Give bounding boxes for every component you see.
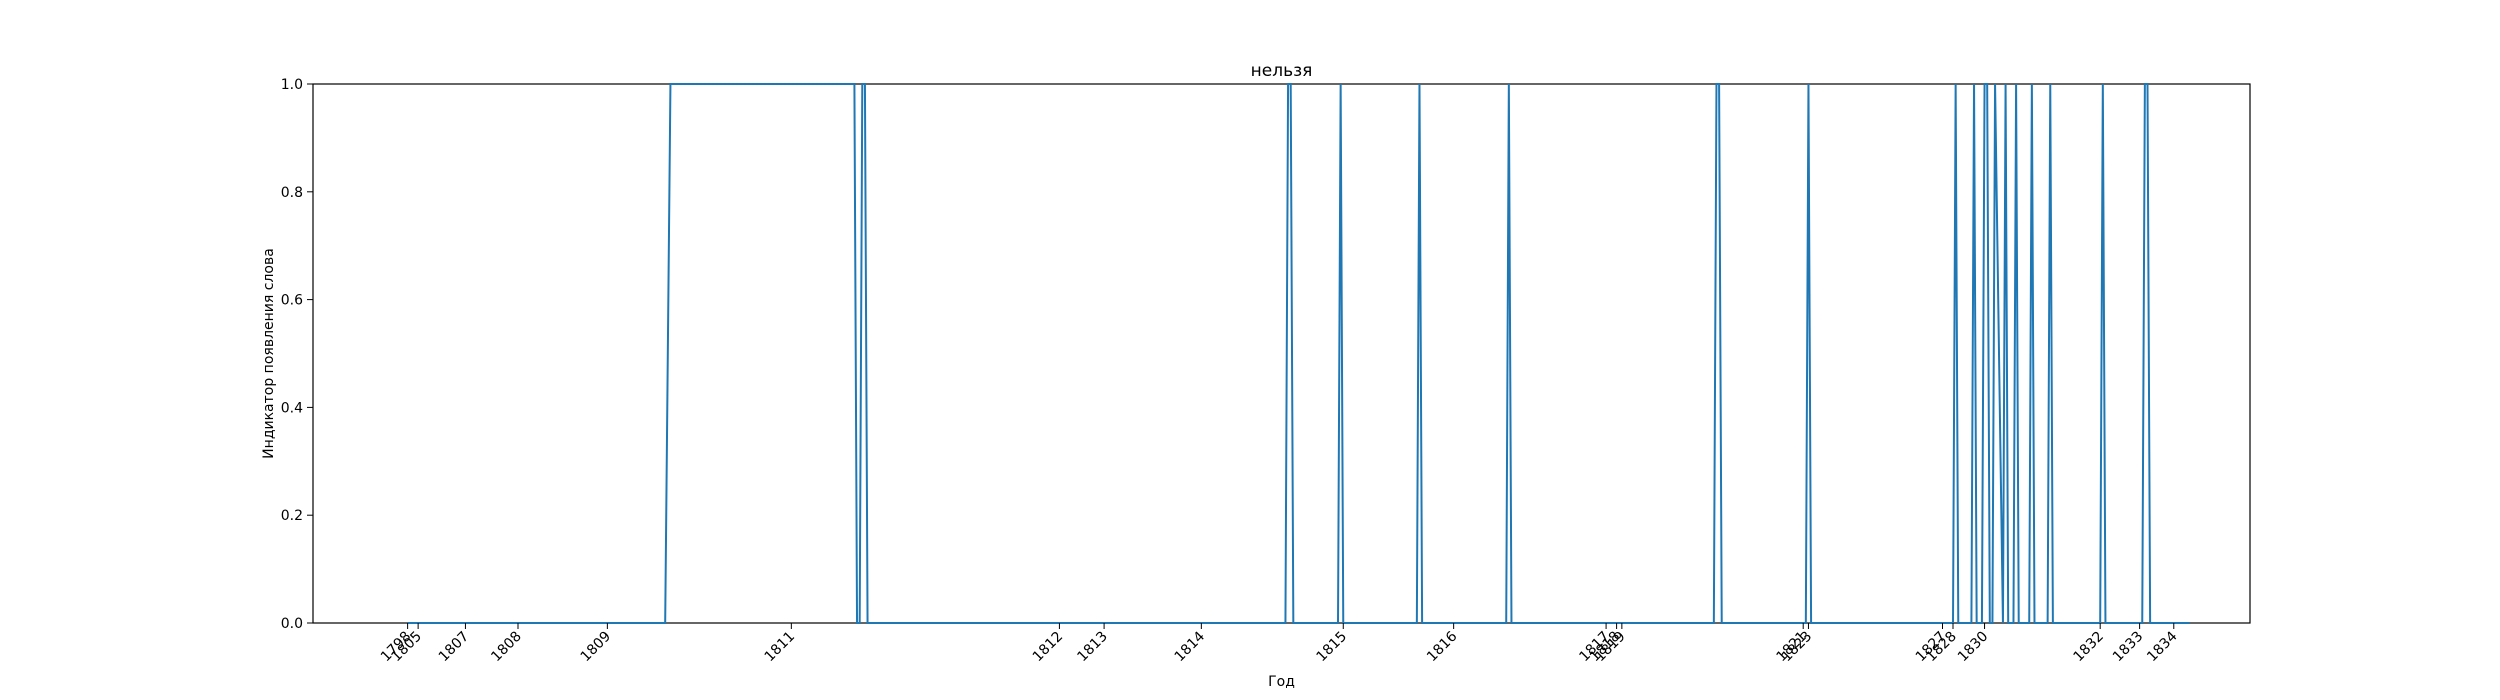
x-tick-label: 1834 [2144,628,2181,665]
x-tick-label: 1809 [578,629,615,666]
y-axis-label: Индикатор появления слова [261,248,277,459]
x-axis-label: Год [1268,674,1295,690]
y-tick-label: 0.0 [281,616,303,632]
x-tick-label: 1812 [1030,629,1067,666]
y-tick-label: 1.0 [281,77,303,93]
series-line-0 [407,83,2190,624]
plot-frame [312,83,2251,624]
x-tick-label: 1832 [2071,629,2108,666]
x-tick-label: 1816 [1424,628,1461,665]
chart-title: нельзя [1251,61,1313,81]
x-tick-label: 1813 [1074,629,1111,666]
x-tick-label: 1833 [2110,629,2147,666]
y-tick-label: 0.2 [281,508,303,524]
x-tick-label: 1808 [488,629,525,666]
y-tick-label: 0.4 [281,400,303,416]
x-tick-label: 1830 [1955,629,1992,666]
plot-area [312,83,2251,624]
x-tick-label: 1814 [1172,628,1209,665]
x-tick-label: 1807 [436,629,473,666]
y-tick-label: 0.6 [281,293,303,309]
y-tick-label: 0.8 [281,185,303,201]
series-layer [407,83,2190,624]
y-axis: 0.0 0.2 0.4 0.6 0.8 1.0 [281,77,313,632]
x-tick-label: 1815 [1314,629,1351,666]
x-tick-label: 1811 [762,629,799,666]
